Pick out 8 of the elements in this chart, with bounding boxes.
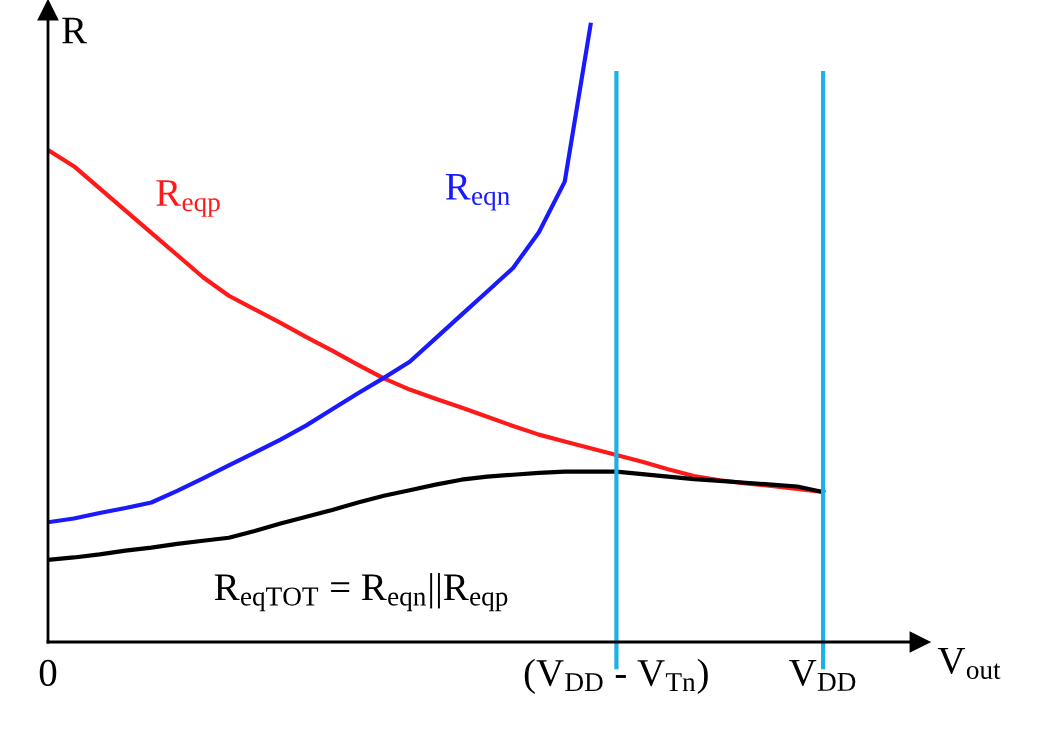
series-label: R$_{eqn}$ — [445, 173, 510, 211]
series-label: R$_{eqTOT}$ = R$_{eqn}$||R$_{eqp}$ — [214, 573, 508, 612]
x-tick-label: (V$_{DD}$ - V$_{Tn}$) — [524, 658, 708, 694]
x-axis-title: V$_{out}$ — [937, 647, 1001, 680]
x-tick-label: 0 — [39, 659, 57, 687]
x-tick-label: V$_{DD}$ — [789, 659, 856, 691]
series-label: R$_{eqp}$ — [156, 180, 220, 217]
y-axis-title: R — [62, 17, 87, 44]
